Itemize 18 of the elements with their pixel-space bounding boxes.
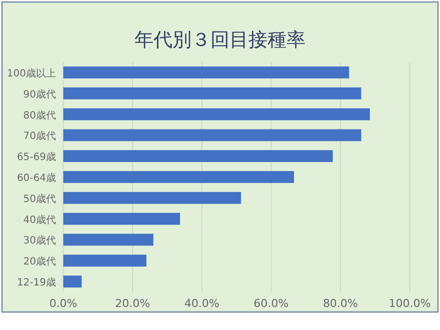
y-tick-label: 65-69歳 [16,151,56,164]
y-tick-label: 90歳代 [23,88,56,100]
y-tick-label: 30歳代 [23,234,56,247]
y-tick-label: 12-19歳 [16,276,56,289]
title: 年代別３回目接種率 [134,29,306,51]
x-tick-label: 20.0% [115,297,150,310]
x-tick-label: 40.0% [184,297,220,310]
x-tick-label: 100.0% [388,297,431,310]
x-tick-label: 0.0% [49,297,78,310]
y-tick-label: 50歳代 [23,192,56,205]
x-tick-label: 80.0% [322,297,358,310]
y-tick-label: 70歳代 [23,130,56,142]
y-tick-label: 100歳以上 [6,67,56,80]
x-tick-label: 60.0% [254,297,289,310]
y-tick-label: 20歳代 [23,256,56,268]
y-tick-label: 40歳代 [23,214,56,226]
y-tick-label: 60-64歳 [16,172,56,184]
y-tick-label: 80歳代 [23,109,56,122]
